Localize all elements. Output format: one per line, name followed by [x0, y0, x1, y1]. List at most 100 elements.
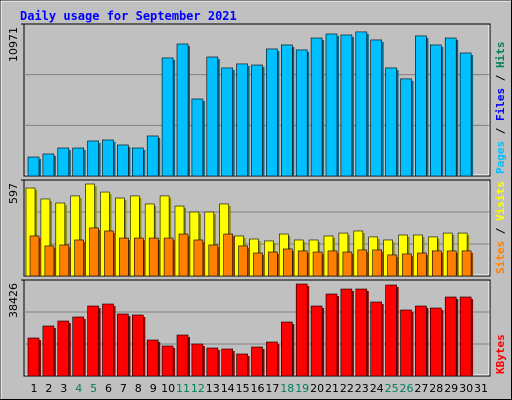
bar — [295, 283, 308, 377]
legend-entry: KBytes — [494, 334, 507, 374]
bar — [191, 343, 204, 377]
legend-separator: / — [494, 68, 507, 88]
bar — [72, 316, 84, 377]
bar — [146, 135, 159, 177]
bar — [27, 337, 40, 377]
bar — [146, 339, 159, 377]
bar — [295, 49, 308, 177]
bar — [387, 254, 397, 277]
bar — [402, 253, 412, 277]
bar — [266, 341, 278, 377]
x-tick-label: 12 — [191, 382, 205, 395]
legend-entry: Sites — [494, 241, 507, 274]
y-tick-label: 10971 — [7, 27, 20, 62]
bar — [59, 244, 70, 277]
bar — [327, 250, 338, 277]
bar — [102, 139, 114, 177]
bar — [280, 44, 293, 177]
bar — [42, 153, 55, 177]
x-tick-label: 31 — [474, 382, 488, 395]
bar — [89, 227, 99, 277]
legend-separator: / — [494, 121, 507, 141]
bar — [400, 309, 412, 377]
bar — [191, 98, 204, 177]
x-tick-label: 30 — [459, 382, 473, 395]
bar — [119, 237, 129, 277]
bar — [163, 237, 174, 277]
bar — [208, 244, 219, 277]
bar — [87, 305, 99, 377]
bar — [340, 288, 353, 377]
bar — [102, 303, 114, 377]
bar — [297, 250, 308, 277]
legend-entry: Pages — [494, 141, 507, 174]
x-tick-label: 28 — [429, 382, 443, 395]
bar — [238, 245, 248, 277]
bar — [415, 305, 427, 377]
bar — [370, 39, 383, 177]
x-tick-label: 24 — [370, 382, 384, 395]
x-tick-label: 6 — [105, 382, 112, 395]
bar — [74, 239, 84, 277]
bar — [325, 33, 338, 177]
bar — [266, 48, 278, 177]
bar — [221, 348, 233, 377]
x-tick-label: 15 — [236, 382, 250, 395]
x-tick-label: 13 — [206, 382, 220, 395]
bar — [236, 63, 248, 177]
bar — [372, 249, 383, 277]
bar — [29, 235, 40, 277]
bar — [72, 147, 84, 177]
bar — [385, 67, 397, 177]
bar — [370, 301, 383, 377]
bar — [206, 56, 219, 177]
legend: Sites / Visits — [494, 181, 507, 274]
bar — [221, 67, 233, 177]
legend-entry: Hits — [494, 42, 507, 69]
bar — [429, 307, 442, 377]
y-tick-label: 38426 — [7, 283, 20, 318]
bar — [206, 347, 219, 377]
bar — [148, 237, 159, 277]
bar — [355, 31, 368, 177]
bar — [161, 57, 174, 177]
x-tick-label: 2 — [45, 382, 52, 395]
bar — [161, 345, 174, 377]
bar — [282, 248, 293, 277]
bar — [342, 251, 353, 277]
x-tick-label: 5 — [90, 382, 97, 395]
bar — [400, 78, 412, 177]
legend: KBytes — [494, 334, 507, 374]
bar — [431, 250, 442, 277]
bar — [325, 293, 338, 377]
bar — [251, 64, 263, 177]
bar — [176, 43, 189, 177]
x-tick-label: 18 — [280, 382, 294, 395]
x-tick-label: 27 — [414, 382, 428, 395]
bar — [132, 314, 144, 377]
x-tick-label: 29 — [444, 382, 458, 395]
x-tick-label: 16 — [251, 382, 265, 395]
bar — [415, 35, 427, 177]
x-tick-label: 25 — [385, 382, 399, 395]
bar — [459, 296, 472, 377]
x-tick-label: 21 — [325, 382, 339, 395]
bar — [310, 305, 323, 377]
bar — [340, 34, 353, 177]
x-tick-label: 14 — [221, 382, 235, 395]
legend-entry: Files — [494, 88, 507, 121]
x-tick-label: 3 — [60, 382, 67, 395]
bar — [57, 147, 70, 177]
bar — [417, 252, 427, 277]
legend-separator: / — [494, 221, 507, 241]
x-tick-label: 22 — [340, 382, 354, 395]
chart-title: Daily usage for September 2021 — [20, 9, 237, 23]
x-tick-label: 7 — [120, 382, 127, 395]
bar — [176, 334, 189, 377]
x-tick-label: 4 — [75, 382, 82, 395]
bar — [236, 353, 248, 377]
legend: Pages / Files / Hits — [494, 42, 507, 175]
x-tick-label: 26 — [400, 382, 414, 395]
bar — [429, 44, 442, 177]
